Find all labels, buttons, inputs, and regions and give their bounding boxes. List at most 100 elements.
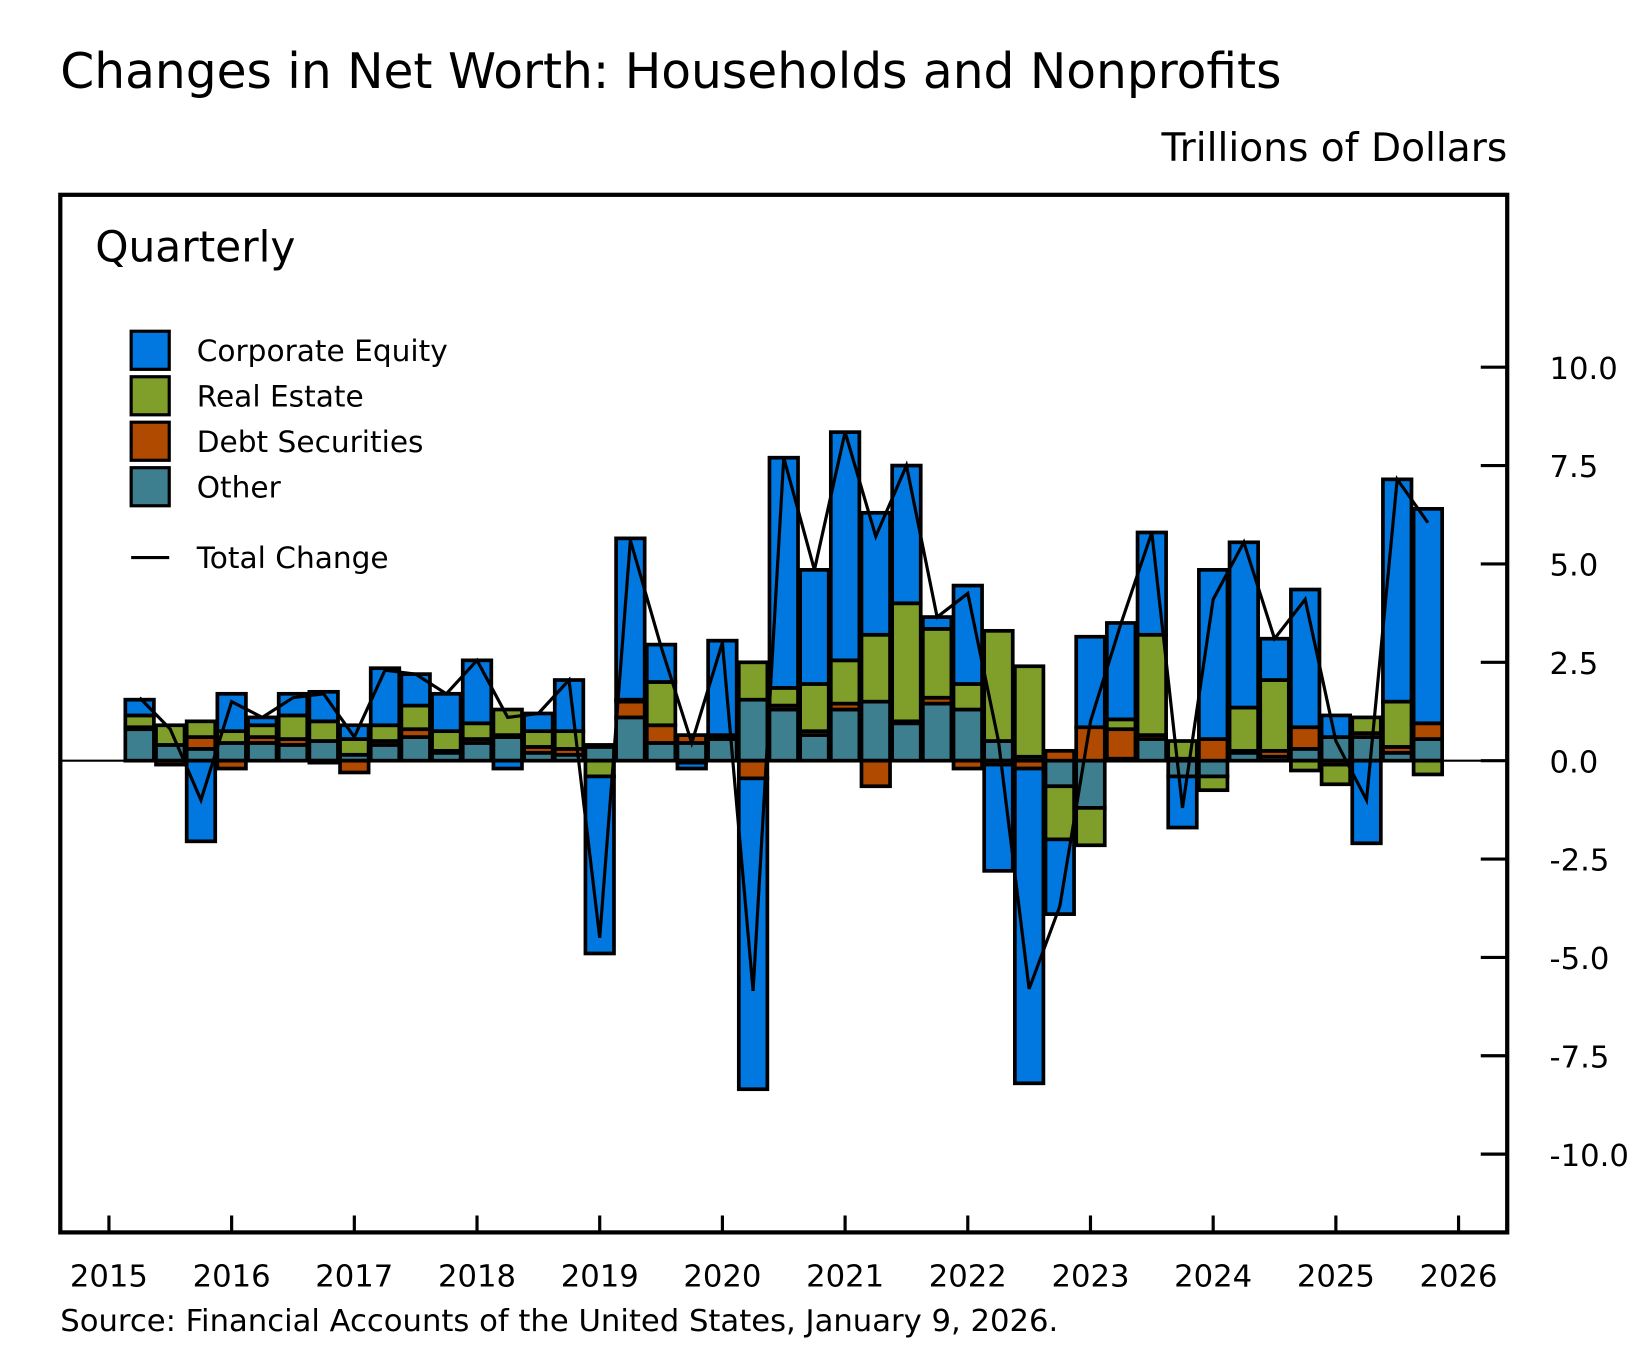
x-tick-label: 2017 — [315, 1259, 393, 1294]
bar-stack-2020Q3 — [798, 567, 831, 763]
bar-stack-2022Q4 — [1074, 634, 1107, 848]
total-change-layer — [138, 431, 1430, 991]
bar-corporate-equity — [1074, 634, 1107, 730]
bar-real-estate — [460, 721, 494, 741]
bar-real-estate — [890, 601, 923, 724]
bar-debt-securities — [1197, 737, 1230, 763]
bar-corporate-equity — [430, 691, 463, 734]
x-tick-label: 2018 — [438, 1259, 516, 1294]
bar-stack-2021Q2 — [890, 463, 923, 763]
bar-other — [859, 699, 892, 763]
bar-stack-2025Q2 — [1381, 477, 1414, 763]
bar-real-estate — [338, 737, 371, 757]
bar-stack-2021Q1 — [859, 510, 892, 789]
bar-corporate-equity — [1227, 540, 1260, 710]
bar-stack-2019Q4 — [706, 638, 739, 763]
bar-stack-2022Q2 — [1013, 664, 1046, 1086]
bar-real-estate — [552, 729, 586, 751]
bar-corporate-equity — [1197, 567, 1230, 741]
bar-other — [276, 743, 310, 763]
bar-corporate-equity — [276, 691, 310, 718]
bar-debt-securities — [1105, 727, 1138, 761]
bar-stack-2016Q4 — [338, 723, 371, 775]
bar-corporate-equity — [1411, 507, 1445, 726]
bar-real-estate — [307, 719, 340, 743]
y-tick-label: 7.5 — [1550, 450, 1599, 485]
bar-stack-2019Q2 — [644, 642, 678, 763]
bar-real-estate — [1227, 705, 1260, 753]
legend-swatch-other — [129, 466, 171, 508]
bar-other — [583, 745, 616, 763]
bar-corporate-equity — [1013, 766, 1046, 1086]
bar-corporate-equity — [736, 776, 770, 1092]
legend-swatch-corporate-equity — [129, 329, 171, 371]
bar-real-estate — [1074, 806, 1107, 848]
bar-stack-2023Q3 — [1166, 739, 1199, 830]
bar-debt-securities — [951, 758, 984, 771]
bar-other — [798, 733, 831, 763]
legend-label: Other — [197, 470, 282, 504]
bar-other — [920, 701, 954, 763]
bar-other — [1043, 758, 1076, 789]
bar-other — [1166, 758, 1199, 779]
x-tick-label: 2015 — [70, 1259, 148, 1294]
bar-real-estate — [184, 719, 218, 739]
panel-label: Quarterly — [95, 222, 295, 271]
bar-stack-2017Q1 — [368, 666, 402, 763]
bar-real-estate — [798, 682, 831, 734]
bar-real-estate — [1197, 774, 1230, 793]
bar-other — [951, 707, 984, 763]
bar-real-estate — [1289, 758, 1322, 773]
y-tick-label: -5.0 — [1550, 942, 1610, 977]
bar-other — [123, 727, 156, 763]
y-tick-label: 2.5 — [1550, 647, 1599, 682]
bar-real-estate — [1135, 632, 1168, 737]
bar-debt-securities — [583, 743, 616, 749]
bar-real-estate — [644, 680, 678, 728]
bar-stack-2021Q4 — [951, 583, 984, 771]
bar-real-estate — [399, 703, 432, 732]
source-note: Source: Financial Accounts of the United… — [60, 1304, 1058, 1339]
bar-stack-2017Q4 — [460, 658, 494, 763]
y-tick-label: -10.0 — [1550, 1139, 1629, 1174]
bar-other — [1411, 737, 1445, 763]
bar-stack-2023Q2 — [1135, 530, 1168, 763]
bar-stack-2017Q2 — [399, 672, 432, 763]
legend-swatch-real-estate — [129, 375, 171, 417]
bar-other — [1350, 735, 1383, 763]
x-tick-label: 2016 — [193, 1259, 271, 1294]
x-tick-label: 2025 — [1297, 1259, 1375, 1294]
bar-real-estate — [491, 707, 524, 737]
bar-stack-2020Q4 — [828, 430, 862, 763]
bar-corporate-equity — [215, 691, 248, 734]
bar-stack-2024Q2 — [1258, 636, 1291, 763]
bar-corporate-equity — [1166, 774, 1199, 830]
legend: Corporate Equity Real Estate Debt Securi… — [129, 329, 448, 575]
bar-corporate-equity — [706, 638, 739, 737]
bar-corporate-equity — [828, 430, 862, 663]
bar-other — [368, 743, 402, 763]
bar-other — [1197, 758, 1230, 779]
bar-other — [890, 721, 923, 763]
bar-other — [307, 739, 340, 763]
bar-stack-2023Q1 — [1105, 621, 1138, 763]
bar-real-estate — [1043, 784, 1076, 842]
bar-stack-2021Q3 — [920, 615, 954, 763]
bar-other — [399, 735, 432, 763]
bar-debt-securities — [1289, 725, 1322, 751]
legend-swatch-debt-securities — [129, 420, 171, 462]
bar-stack-2015Q3 — [184, 719, 218, 844]
x-axis: 2015 2016 2017 2018 2019 2020 2021 2022 2023 2024… — [70, 1215, 1498, 1294]
x-tick-label: 2021 — [806, 1259, 884, 1294]
bar-other — [215, 741, 248, 763]
bar-real-estate — [368, 723, 402, 743]
bar-corporate-equity — [491, 758, 524, 771]
bar-debt-securities — [215, 758, 248, 771]
bar-real-estate — [736, 660, 770, 702]
bar-debt-securities — [644, 723, 678, 745]
bar-stack-2018Q2 — [522, 711, 555, 763]
bar-stack-2016Q2 — [276, 691, 310, 763]
bar-real-estate — [276, 713, 310, 741]
bar-stack-2025Q3 — [1411, 507, 1445, 777]
